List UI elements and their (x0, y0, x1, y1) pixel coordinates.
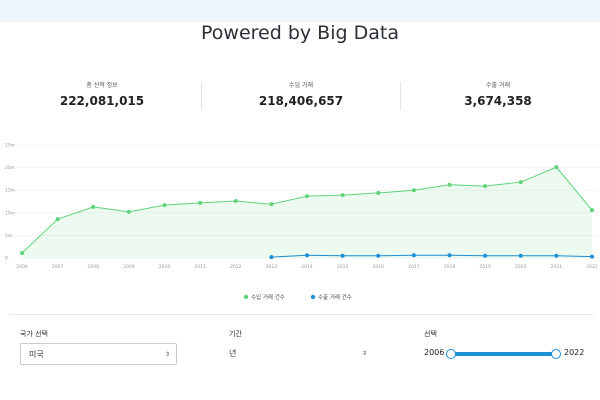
data-point (554, 165, 559, 170)
data-point (305, 194, 309, 199)
stat: 수출 거래 3,674,358 (398, 80, 598, 108)
data-point (483, 184, 488, 189)
chart: 0 5m 10m 15m 20m 25m 2006 2007 2008 2009 2010 2011 2… (5, 143, 598, 301)
range-from: 2006 (424, 348, 445, 357)
select-value: 미국 (29, 350, 44, 359)
range-to: 2022 (564, 348, 585, 357)
legend-label: 수입 거래 건수 (251, 293, 285, 301)
divider (400, 82, 401, 110)
x-tick-label: 2019 (479, 264, 491, 270)
y-tick-label: 5m (5, 233, 12, 239)
data-point (233, 199, 238, 204)
select-arrow: ⇕ (164, 351, 170, 358)
x-tick-label: 2006 (16, 264, 28, 270)
x-tick-label: 2012 (230, 264, 242, 270)
data-point (411, 188, 416, 193)
control-label: 국가 선택 (20, 330, 48, 338)
y-tick-label: 0 (5, 256, 8, 262)
range-track (452, 352, 556, 356)
y-tick-label: 15m (5, 188, 15, 194)
x-tick-label: 2009 (123, 264, 135, 270)
data-point (554, 253, 559, 258)
range-handle[interactable] (446, 349, 456, 359)
country-select[interactable]: 미국 ⇕ (20, 343, 177, 365)
data-point (483, 253, 488, 258)
data-point (340, 193, 345, 198)
data-point (269, 255, 274, 260)
x-tick-label: 2021 (551, 264, 563, 270)
data-point (198, 200, 203, 205)
stat-label: 총 선적 정보 (86, 82, 118, 89)
y-tick-label: 25m (5, 143, 15, 149)
control-label: 기간 (229, 330, 242, 338)
x-tick-label: 2013 (266, 264, 278, 270)
data-point (269, 202, 274, 207)
data-point (162, 203, 167, 208)
legend-swatch (243, 294, 249, 300)
x-tick-label: 2015 (337, 264, 349, 270)
data-point (411, 253, 416, 258)
stat-value: 218,406,657 (258, 94, 344, 108)
data-point (447, 182, 452, 187)
stat: 수입 거래 218,406,657 (201, 80, 401, 108)
x-tick-label: 2014 (301, 264, 313, 270)
y-tick-label: 20m (5, 165, 15, 171)
area-fill (22, 167, 592, 258)
data-point (126, 209, 131, 214)
stat-value: 3,674,358 (464, 94, 532, 108)
legend-label: 수출 거래 건수 (318, 293, 352, 301)
separator (10, 314, 595, 315)
data-point (91, 204, 96, 209)
x-tick-label: 2016 (373, 264, 385, 270)
select-arrow: ⇕ (361, 350, 367, 357)
data-point (20, 251, 24, 256)
x-tick-label: 2018 (444, 264, 456, 270)
x-tick-label: 2011 (194, 264, 206, 270)
range-handle[interactable] (551, 349, 561, 359)
select-value: 년 (229, 349, 237, 358)
data-point (590, 208, 594, 213)
stat-label: 수출 거래 (486, 82, 510, 89)
x-tick-label: 2022 (586, 264, 598, 270)
data-point (340, 253, 345, 258)
stat-value: 222,081,015 (59, 94, 145, 108)
x-tick-label: 2017 (408, 264, 420, 270)
series-line (271, 254, 593, 258)
divider (201, 82, 202, 110)
data-point (376, 253, 381, 258)
x-tick-label: 2007 (52, 264, 64, 270)
data-point (55, 217, 60, 222)
stat: 총 선적 정보 222,081,015 (2, 80, 202, 108)
data-point (518, 253, 523, 258)
x-tick-label: 2010 (159, 264, 171, 270)
y-tick-label: 10m (5, 210, 15, 216)
data-point (447, 253, 452, 258)
period-select[interactable]: 년 ⇕ (229, 343, 369, 365)
stat-label: 수입 거래 (289, 82, 313, 89)
data-point (376, 190, 381, 195)
legend-swatch (310, 294, 316, 300)
data-point (518, 180, 523, 185)
data-point (305, 253, 309, 258)
x-tick-label: 2008 (88, 264, 100, 270)
x-tick-label: 2020 (515, 264, 527, 270)
page-title: Powered by Big Data (201, 22, 399, 44)
top-band (0, 0, 600, 22)
control-label: 선택 (424, 330, 437, 338)
data-point (590, 254, 594, 259)
